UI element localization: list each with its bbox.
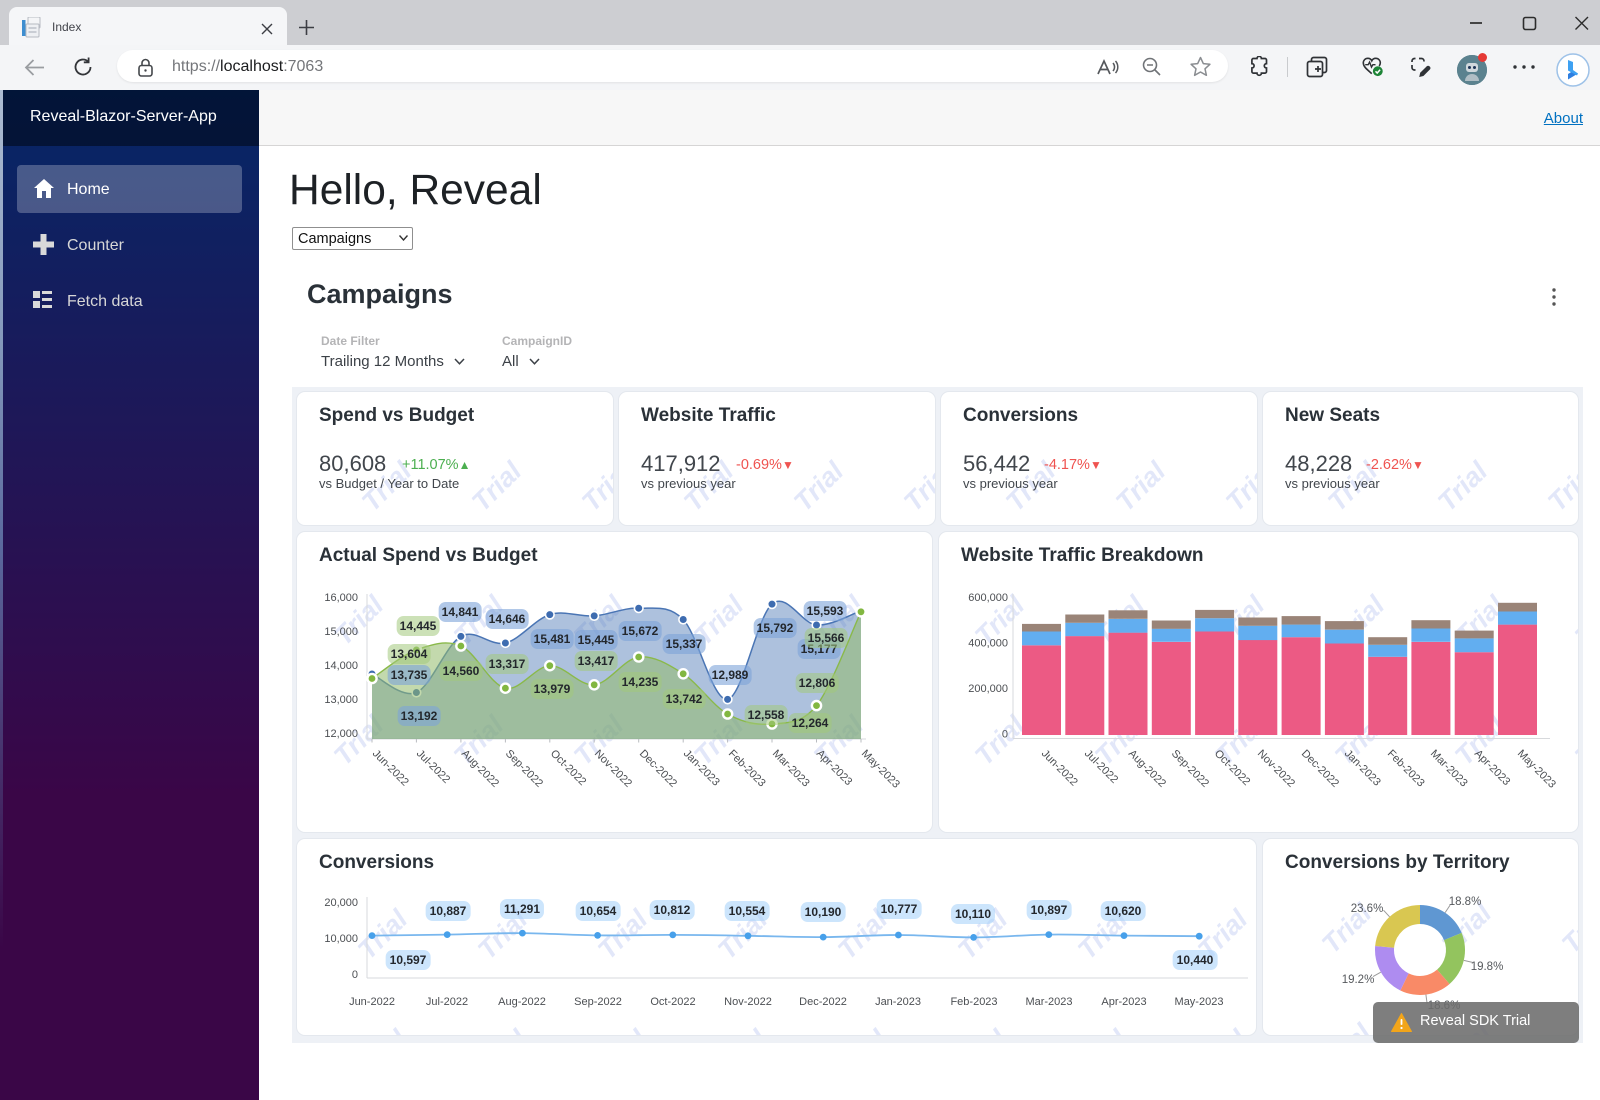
svg-text:23.6%: 23.6%	[1351, 903, 1384, 915]
svg-text:200,000: 200,000	[968, 683, 1008, 695]
svg-text:May-2023: May-2023	[859, 748, 902, 791]
svg-text:Mar-2023: Mar-2023	[1025, 996, 1072, 1008]
svg-text:Jun-2022: Jun-2022	[349, 996, 395, 1008]
svg-text:Dec-2022: Dec-2022	[799, 996, 847, 1008]
svg-text:Feb-2023: Feb-2023	[1385, 748, 1427, 790]
svg-text:Aug-2022: Aug-2022	[1126, 748, 1168, 790]
svg-text:Mar-2023: Mar-2023	[1428, 748, 1470, 790]
svg-text:13,000: 13,000	[324, 694, 358, 706]
svg-text:Sep-2022: Sep-2022	[574, 996, 622, 1008]
svg-text:Jun-2022: Jun-2022	[370, 748, 411, 789]
svg-text:Feb-2023: Feb-2023	[726, 748, 768, 790]
svg-text:Dec-2022: Dec-2022	[1299, 748, 1341, 790]
svg-text:Oct-2022: Oct-2022	[548, 748, 588, 788]
svg-text:Aug-2022: Aug-2022	[498, 996, 546, 1008]
svg-text:12,000: 12,000	[324, 728, 358, 740]
svg-text:Jan-2023: Jan-2023	[681, 748, 722, 789]
svg-text:600,000: 600,000	[968, 592, 1008, 604]
svg-text:Dec-2022: Dec-2022	[637, 748, 679, 790]
svg-text:Jan-2023: Jan-2023	[875, 996, 921, 1008]
svg-text:400,000: 400,000	[968, 638, 1008, 650]
svg-text:Sep-2022: Sep-2022	[1169, 748, 1211, 790]
svg-text:18.8%: 18.8%	[1449, 896, 1482, 908]
svg-text:Apr-2023: Apr-2023	[814, 748, 854, 788]
svg-text:Jun-2022: Jun-2022	[1039, 748, 1080, 789]
svg-text:Oct-2022: Oct-2022	[650, 996, 695, 1008]
svg-text:Nov-2022: Nov-2022	[724, 996, 772, 1008]
svg-text:Mar-2023: Mar-2023	[770, 748, 812, 790]
svg-text:19.8%: 19.8%	[1471, 961, 1504, 973]
svg-text:Jul-2022: Jul-2022	[426, 996, 468, 1008]
svg-text:Sep-2022: Sep-2022	[503, 748, 545, 790]
svg-text:Jul-2022: Jul-2022	[414, 748, 452, 786]
svg-text:Oct-2022: Oct-2022	[1212, 748, 1252, 788]
svg-text:Nov-2022: Nov-2022	[592, 748, 634, 790]
svg-text:10,000: 10,000	[324, 933, 358, 945]
svg-text:20,000: 20,000	[324, 897, 358, 909]
svg-text:14,000: 14,000	[324, 660, 358, 672]
svg-text:Jan-2023: Jan-2023	[1342, 748, 1383, 789]
svg-text:19.2%: 19.2%	[1342, 974, 1375, 986]
svg-text:May-2023: May-2023	[1515, 748, 1558, 791]
svg-text:Apr-2023: Apr-2023	[1101, 996, 1146, 1008]
svg-text:0: 0	[352, 969, 358, 981]
svg-text:0: 0	[1002, 729, 1008, 741]
svg-text:Aug-2022: Aug-2022	[459, 748, 501, 790]
svg-text:Apr-2023: Apr-2023	[1472, 748, 1512, 788]
svg-text:Nov-2022: Nov-2022	[1255, 748, 1297, 790]
svg-text:May-2023: May-2023	[1175, 996, 1224, 1008]
svg-text:16,000: 16,000	[324, 592, 358, 604]
svg-text:Feb-2023: Feb-2023	[950, 996, 997, 1008]
svg-text:Jul-2022: Jul-2022	[1082, 748, 1120, 786]
svg-text:15,000: 15,000	[324, 626, 358, 638]
